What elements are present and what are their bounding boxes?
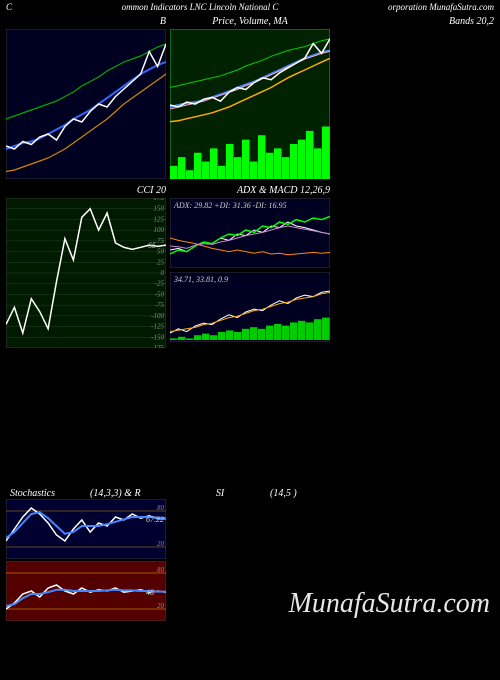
svg-text:20: 20 <box>157 602 165 610</box>
svg-text:-25: -25 <box>155 280 165 288</box>
svg-text:100: 100 <box>154 226 165 234</box>
chart-cci: 175 150 125 100 75 50 25 0 -25 -50 -75 -100 -125 -150… <box>6 198 166 348</box>
chart-price-ma <box>170 29 330 179</box>
svg-text:0: 0 <box>161 269 165 277</box>
panel-price-ma: Price, Volume, MA <box>170 14 330 179</box>
chart-adx: ADX: 29.82 +DI: 31.36 -DI: 16.95 <box>170 198 330 268</box>
svg-text:-50: -50 <box>155 290 165 298</box>
svg-text:34.71, 33.81, 0.9: 34.71, 33.81, 0.9 <box>173 275 228 284</box>
svg-text:20: 20 <box>157 540 165 548</box>
panel-bbands: B <box>6 14 166 179</box>
svg-text:-150: -150 <box>151 333 164 341</box>
bbands-title: B <box>6 14 166 29</box>
svg-text:150: 150 <box>154 205 165 213</box>
panel-bands-label: Bands 20,2 <box>334 14 494 179</box>
svg-text:175: 175 <box>154 198 165 202</box>
stoch-title-mid2: SI <box>170 488 270 499</box>
svg-text:-75: -75 <box>155 301 165 309</box>
stoch-title-mid: (14,3,3) & R <box>90 488 170 499</box>
page-header: C ommon Indicators LNC Lincoln National … <box>0 0 500 14</box>
svg-text:-125: -125 <box>151 323 164 331</box>
cci-title: CCI 20 <box>6 183 166 198</box>
stoch-title-left: Stochastics <box>10 488 90 499</box>
svg-text:ADX: 29.82 +DI: 31.36 -DI: 1: ADX: 29.82 +DI: 31.36 -DI: 16.95 <box>173 201 287 210</box>
chart-stoch-lower: 20 80 48 <box>6 561 166 621</box>
svg-text:48: 48 <box>146 588 154 597</box>
svg-text:65: 65 <box>148 241 156 250</box>
row-3-header: Stochastics (14,3,3) & R SI (14,5 ) <box>0 488 500 499</box>
bands-title: Bands 20,2 <box>334 14 494 29</box>
panel-stoch: 20 80 67.22 20 80 48 <box>6 499 166 621</box>
chart-bbands <box>6 29 166 179</box>
svg-text:75: 75 <box>157 237 165 245</box>
svg-text:67.22: 67.22 <box>146 515 164 524</box>
header-right: orporation MunafaSutra.com <box>388 2 494 12</box>
stoch-title-right: (14,5 ) <box>270 488 490 499</box>
spacer <box>0 348 500 488</box>
svg-text:80: 80 <box>157 504 165 512</box>
row-1: B Price, Volume, MA Bands 20,2 <box>0 14 500 179</box>
svg-text:80: 80 <box>157 566 165 574</box>
svg-text:50: 50 <box>157 248 165 256</box>
row-3: 20 80 67.22 20 80 48 <box>0 499 500 621</box>
header-center: ommon Indicators LNC Lincoln National C <box>122 2 279 12</box>
svg-text:25: 25 <box>157 258 165 266</box>
adx-macd-title: ADX & MACD 12,26,9 <box>170 183 330 198</box>
price-ma-title: Price, Volume, MA <box>170 14 330 29</box>
chart-macd: 34.71, 33.81, 0.9 <box>170 272 330 342</box>
svg-text:125: 125 <box>154 215 165 223</box>
row-2: CCI 20 175 150 125 100 75 50 25 0 -25 -50 -75 -100 -… <box>0 183 500 348</box>
svg-text:-100: -100 <box>151 312 164 320</box>
panel-cci: CCI 20 175 150 125 100 75 50 25 0 -25 -50 -75 -100 -… <box>6 183 166 348</box>
header-left: C <box>6 2 12 12</box>
chart-stoch-upper: 20 80 67.22 <box>6 499 166 559</box>
svg-text:-175: -175 <box>151 344 164 348</box>
panel-adx-macd: ADX & MACD 12,26,9 ADX: 29.82 +DI: 31.36… <box>170 183 330 348</box>
